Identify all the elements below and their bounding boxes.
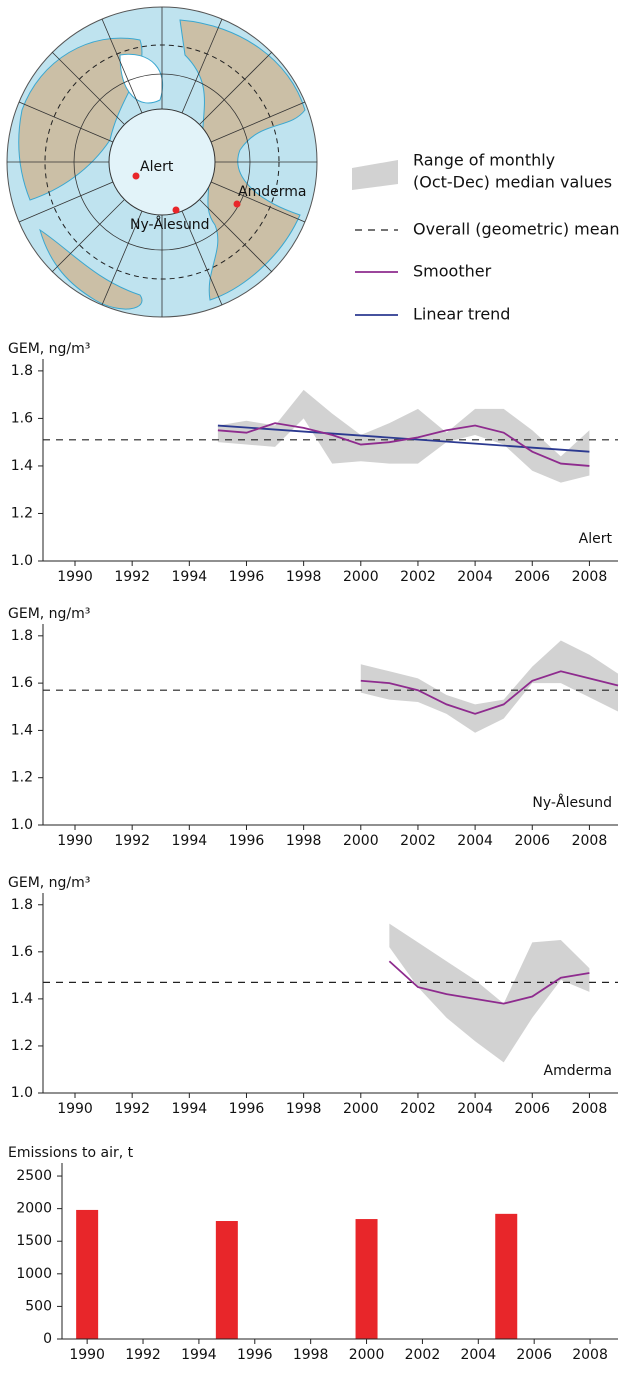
station-dot	[132, 172, 140, 180]
smoother-line	[360, 670, 619, 715]
range-band	[217, 389, 590, 483]
x-tick-label: 2000	[343, 1101, 379, 1117]
station-label: Amderma	[238, 184, 306, 200]
y-tick-label: 1.4	[11, 722, 33, 738]
y-tick-label: 1.4	[11, 458, 33, 474]
y-tick-label: 2000	[16, 1201, 52, 1217]
x-tick-label: 2006	[514, 569, 550, 585]
x-tick-label: 2006	[514, 833, 550, 849]
y-tick-label: 1.2	[11, 1038, 33, 1054]
station-dot	[233, 200, 241, 208]
x-tick-label: 1994	[172, 833, 208, 849]
bar	[355, 1219, 378, 1339]
meridians	[7, 7, 317, 317]
legend-label: Range of monthly	[413, 151, 555, 170]
legend: Range of monthly (Oct-Dec) median values O…	[352, 151, 620, 324]
x-tick-label: 2008	[572, 1101, 608, 1117]
legend-swatch	[352, 160, 398, 190]
x-tick-label: 1994	[172, 569, 208, 585]
y-tick-label: 1.8	[11, 363, 33, 379]
station-label: Alert	[140, 159, 174, 175]
greenland	[119, 53, 164, 104]
y-tick-label: 500	[25, 1298, 52, 1314]
x-tick-label: 1990	[69, 1347, 105, 1363]
x-tick-label: 1998	[286, 569, 322, 585]
x-tick-label: 2000	[343, 569, 379, 585]
x-tick-label: 1994	[181, 1347, 217, 1363]
x-tick-label: 2002	[405, 1347, 441, 1363]
x-tick-label: 2004	[457, 833, 493, 849]
smoother-line	[388, 960, 590, 1005]
station-label: Ny-Ålesund	[130, 216, 210, 233]
x-tick-label: 2008	[572, 569, 608, 585]
y-tick-label: 1.0	[11, 817, 33, 833]
x-tick-label: 1992	[114, 833, 150, 849]
smoother-line	[217, 422, 590, 467]
x-tick-label: 2002	[400, 833, 436, 849]
x-tick-label: 1998	[293, 1347, 329, 1363]
x-tick-label: 1994	[172, 1101, 208, 1117]
station-label: Ny-Ålesund	[532, 794, 612, 811]
x-tick-label: 1996	[237, 1347, 273, 1363]
x-tick-label: 2008	[572, 1347, 608, 1363]
y-tick-label: 0	[43, 1331, 52, 1347]
legend-label: Smoother	[413, 262, 492, 281]
bar	[495, 1213, 518, 1339]
x-tick-label: 1992	[125, 1347, 161, 1363]
y-tick-label: 1500	[16, 1233, 52, 1249]
y-tick-label: 1.0	[11, 553, 33, 569]
range-band	[360, 640, 618, 733]
station-label: Amderma	[544, 1063, 612, 1079]
x-tick-label: 1998	[286, 1101, 322, 1117]
y-tick-label: 1.8	[11, 897, 33, 913]
legend-label: Linear trend	[413, 305, 510, 324]
y-tick-label: 1.2	[11, 770, 33, 786]
x-tick-label: 2004	[460, 1347, 496, 1363]
land	[39, 228, 143, 310]
x-tick-label: 1996	[229, 569, 265, 585]
y-tick-label: 1.6	[11, 410, 33, 426]
x-tick-label: 1990	[57, 833, 93, 849]
x-tick-label: 1992	[114, 569, 150, 585]
x-tick-label: 2000	[349, 1347, 385, 1363]
station-label: Alert	[579, 531, 613, 547]
y-tick-label: 1.2	[11, 505, 33, 521]
x-tick-label: 2002	[400, 1101, 436, 1117]
x-tick-label: 1990	[57, 1101, 93, 1117]
x-tick-label: 2006	[514, 1101, 550, 1117]
range-band	[389, 923, 590, 1063]
y-axis-label: GEM, ng/m³	[8, 341, 90, 357]
y-tick-label: 2500	[16, 1168, 52, 1184]
legend-label: (Oct-Dec) median values	[413, 173, 612, 192]
y-axis-label: Emissions to air, t	[8, 1145, 134, 1161]
legend-label: Overall (geometric) mean	[413, 220, 620, 239]
y-tick-label: 1.6	[11, 675, 33, 691]
y-tick-label: 1.0	[11, 1085, 33, 1101]
x-tick-label: 1998	[286, 833, 322, 849]
y-tick-label: 1.8	[11, 628, 33, 644]
trend-line	[217, 424, 590, 453]
x-tick-label: 2000	[343, 833, 379, 849]
x-tick-label: 2004	[457, 569, 493, 585]
y-axis-label: GEM, ng/m³	[8, 606, 90, 622]
map: Alert Ny-Ålesund Amderma	[6, 6, 318, 318]
x-tick-label: 2002	[400, 569, 436, 585]
y-tick-label: 1000	[16, 1266, 52, 1282]
bar	[76, 1209, 99, 1339]
x-tick-label: 1992	[114, 1101, 150, 1117]
x-tick-label: 1990	[57, 569, 93, 585]
y-tick-label: 1.4	[11, 991, 33, 1007]
x-tick-label: 2008	[572, 833, 608, 849]
bar	[215, 1221, 238, 1339]
y-tick-label: 1.6	[11, 944, 33, 960]
land	[18, 37, 143, 201]
x-tick-label: 1996	[229, 833, 265, 849]
x-tick-label: 2004	[457, 1101, 493, 1117]
y-axis-label: GEM, ng/m³	[8, 875, 90, 891]
station-dot	[172, 206, 180, 214]
x-tick-label: 1996	[229, 1101, 265, 1117]
x-tick-label: 2006	[516, 1347, 552, 1363]
